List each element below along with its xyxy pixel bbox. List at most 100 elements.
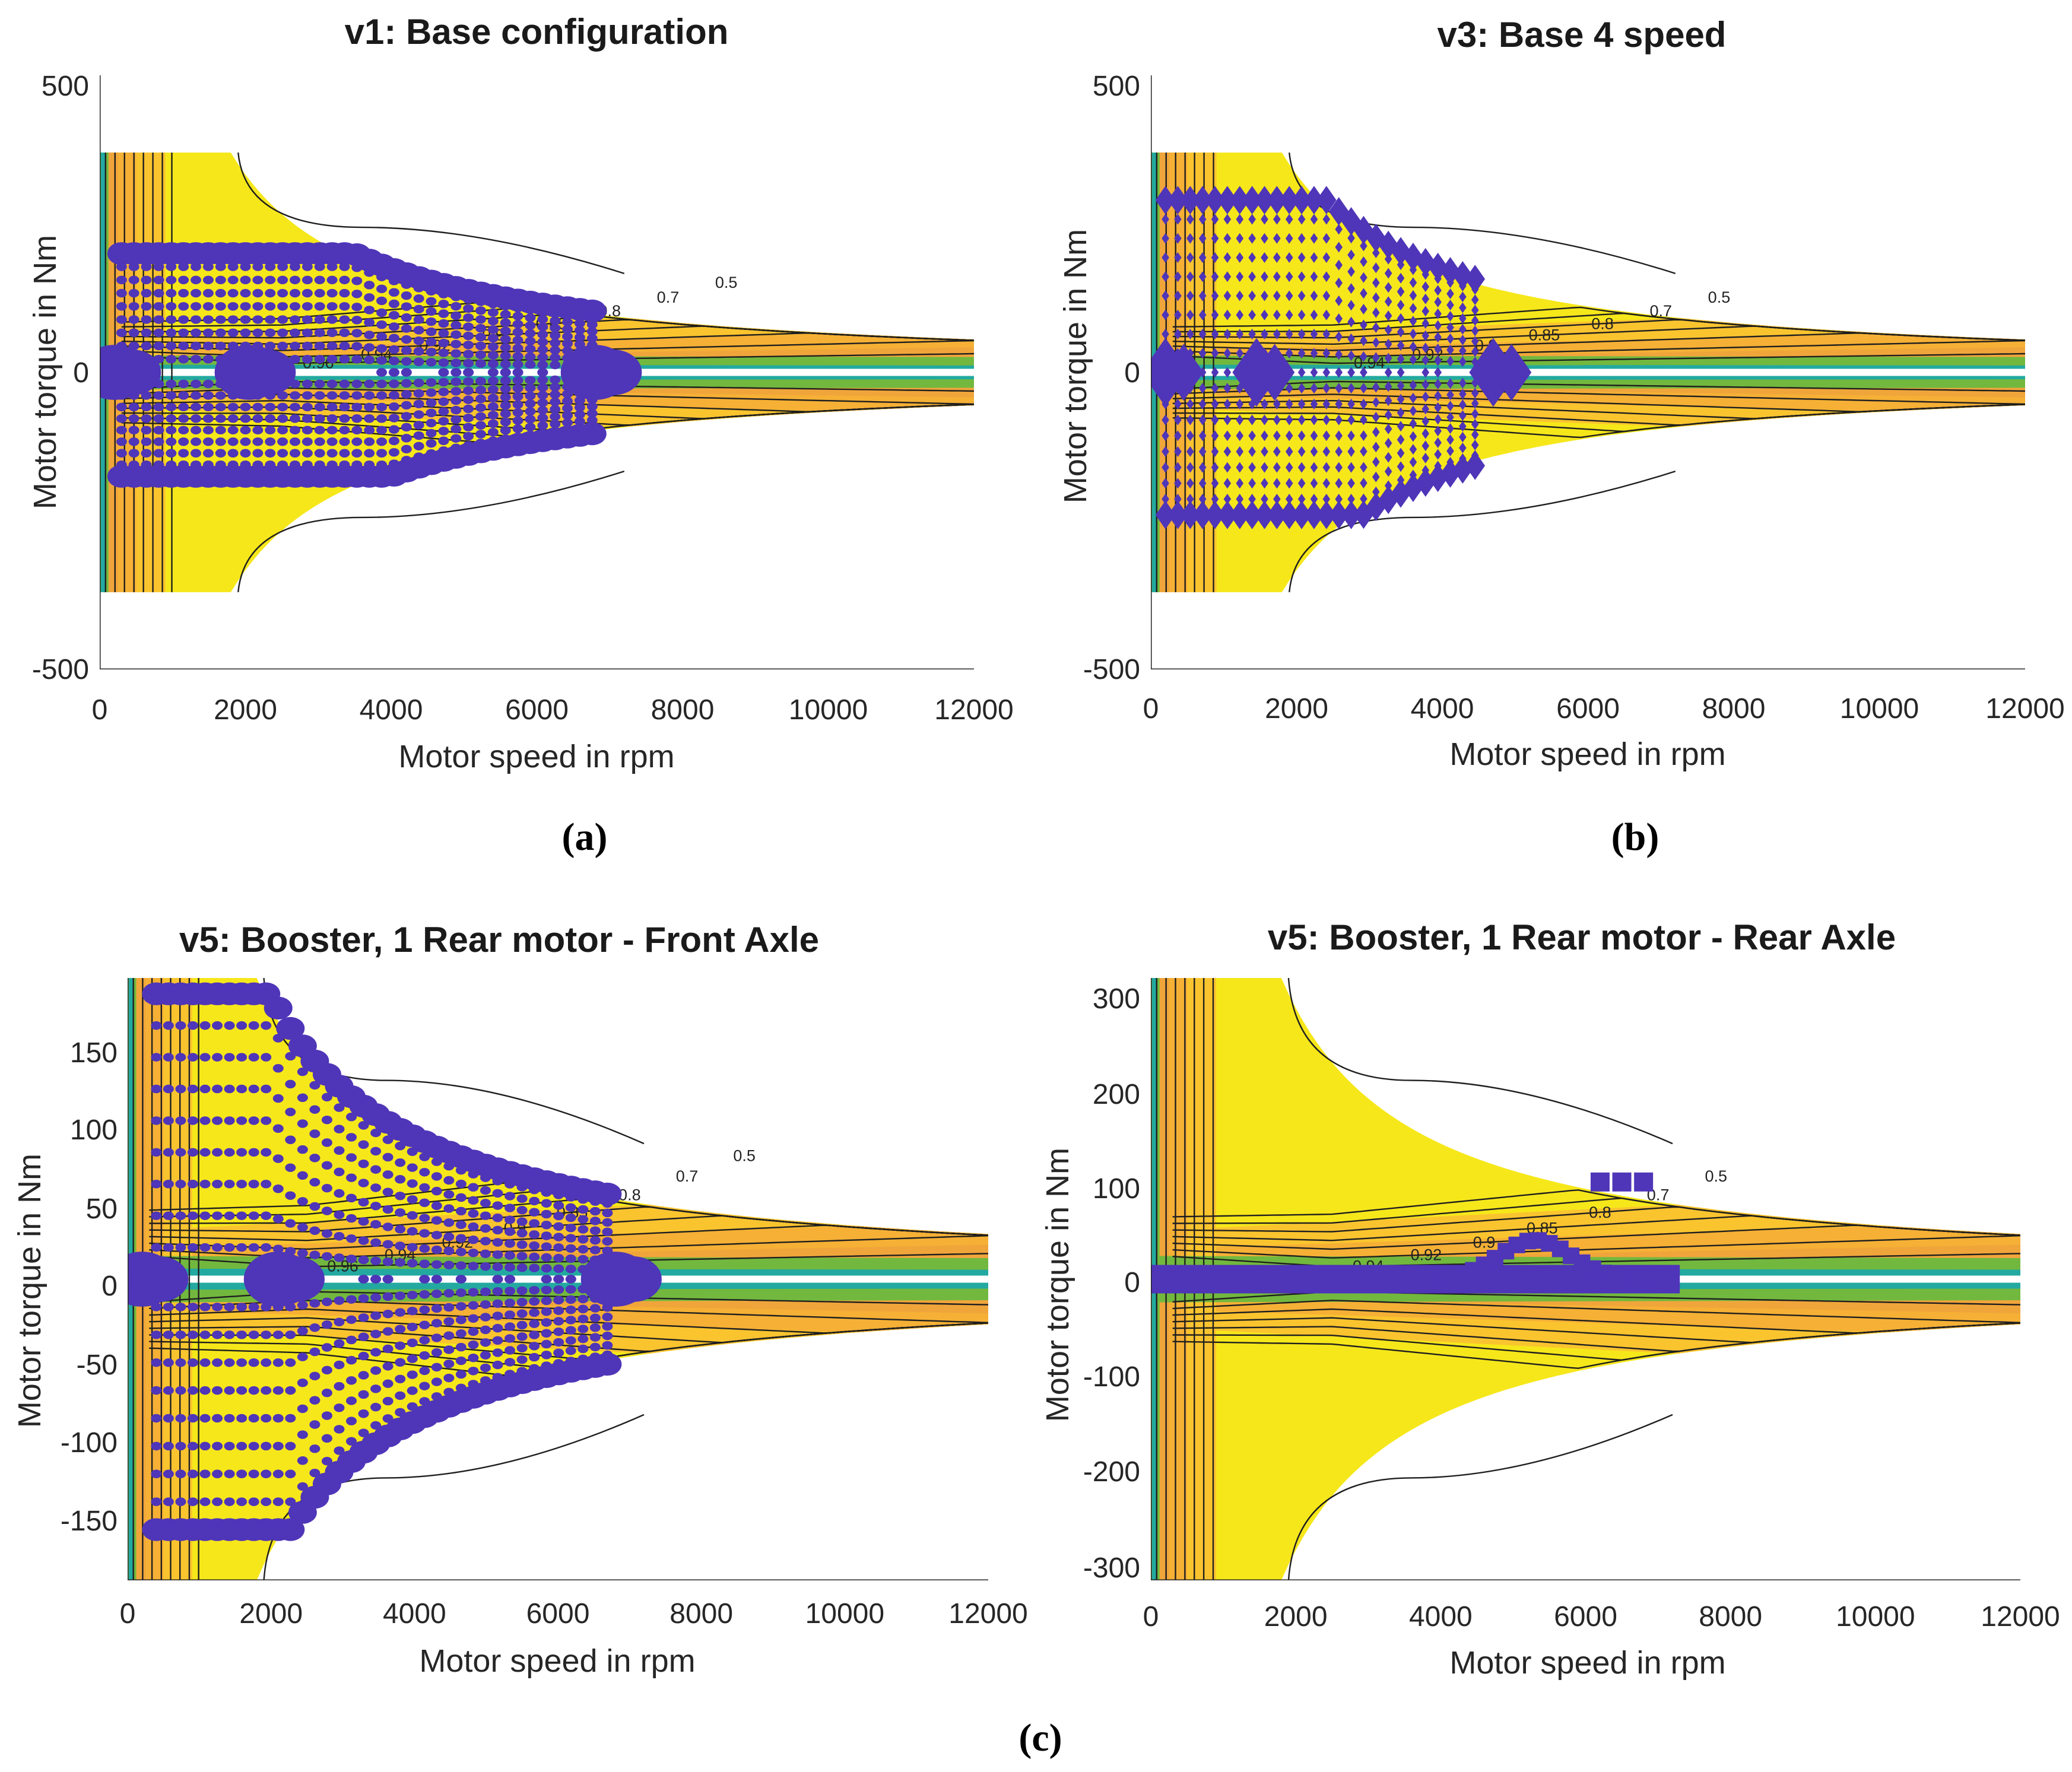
operating-point [1223, 252, 1232, 263]
operating-point [1248, 309, 1256, 320]
operating-point [562, 411, 573, 420]
operating-point [1236, 309, 1244, 320]
operating-point [215, 275, 226, 284]
operating-point [468, 1353, 479, 1363]
operating-point [1223, 309, 1232, 320]
operating-point [450, 434, 462, 443]
operating-point [326, 449, 338, 458]
operating-point [272, 1154, 284, 1163]
operating-point [504, 1287, 516, 1295]
operating-point [1434, 344, 1442, 355]
operating-point [1384, 480, 1392, 491]
operating-point [586, 402, 598, 411]
operating-point [395, 1158, 406, 1167]
operating-point [191, 262, 202, 271]
operating-point [175, 1386, 186, 1395]
operating-point [1273, 252, 1281, 263]
operating-point [339, 437, 350, 446]
operating-point [1397, 286, 1405, 297]
operating-point [1372, 501, 1380, 513]
operating-point [455, 1342, 467, 1352]
operating-point [512, 360, 523, 369]
operating-point [578, 1304, 589, 1314]
operating-point [426, 307, 437, 316]
operating-point [166, 302, 177, 311]
operating-point [550, 316, 561, 325]
operating-point [1360, 493, 1367, 504]
operating-point [252, 449, 264, 458]
operating-point [346, 1113, 357, 1122]
operating-point [1162, 195, 1169, 206]
operating-point [438, 388, 449, 396]
operating-point [240, 414, 251, 423]
operating-point [468, 1222, 479, 1231]
operating-point [1471, 377, 1479, 388]
operating-point [450, 311, 462, 320]
operating-point [574, 417, 585, 426]
operating-point [1372, 486, 1380, 497]
x-axis-label: Motor speed in rpm [1449, 736, 1725, 772]
operating-point [419, 1244, 430, 1253]
operating-point [529, 1352, 540, 1362]
operating-point [586, 423, 598, 431]
operating-point [358, 1390, 369, 1399]
operating-point [302, 414, 313, 423]
operating-point [516, 1286, 528, 1295]
operating-point [553, 1253, 564, 1263]
operating-point [1384, 452, 1392, 463]
operating-point [178, 302, 189, 311]
x-tick-labels: 0 2000 4000 6000 8000 10000 12000 [120, 1598, 1028, 1630]
operating-point [175, 1021, 186, 1030]
operating-point [326, 341, 338, 351]
operating-point [450, 330, 462, 339]
operating-point [1347, 398, 1355, 409]
operating-point [500, 335, 511, 344]
operating-point [302, 328, 313, 337]
operating-point [309, 1177, 321, 1187]
operating-point [1198, 271, 1207, 282]
operating-point [463, 322, 474, 331]
operating-point [550, 353, 561, 362]
operating-point [574, 410, 585, 419]
x-tick-label: 12000 [1985, 693, 2064, 725]
operating-point [1174, 462, 1182, 473]
operating-point [224, 1441, 235, 1451]
operating-point [525, 352, 536, 361]
operating-point [1335, 509, 1343, 520]
operating-point [382, 1379, 394, 1388]
operating-point [351, 402, 363, 412]
operating-point [370, 1293, 382, 1302]
operating-point [443, 1360, 455, 1368]
operating-point [487, 325, 499, 334]
operating-point [550, 398, 561, 407]
contour-label: 0.5 [1705, 1167, 1727, 1185]
operating-point [248, 1116, 259, 1125]
operating-point [1335, 478, 1343, 489]
operating-point [199, 1303, 211, 1311]
y-tick-label: -300 [1083, 1552, 1140, 1584]
operating-point [455, 1234, 467, 1243]
operating-point [1297, 509, 1306, 520]
operating-point [1261, 290, 1268, 301]
operating-point [1198, 509, 1207, 520]
operating-point [187, 1414, 198, 1423]
sublabel-b: (b) [1611, 815, 1659, 859]
operating-point [227, 328, 239, 337]
operating-point [1384, 381, 1392, 392]
operating-point [574, 319, 585, 328]
operating-point [175, 1303, 186, 1311]
operating-point [438, 427, 449, 436]
operating-point [1459, 345, 1467, 357]
operating-point [141, 341, 152, 351]
operating-point [516, 1194, 528, 1203]
operating-point [1459, 464, 1467, 475]
operating-point [487, 393, 499, 402]
operating-point [236, 1441, 248, 1451]
operating-point [370, 1202, 382, 1211]
operating-point [388, 357, 399, 366]
operating-point [277, 437, 288, 446]
operating-point [541, 1339, 552, 1349]
operating-point [265, 328, 276, 337]
operating-point [574, 326, 585, 335]
